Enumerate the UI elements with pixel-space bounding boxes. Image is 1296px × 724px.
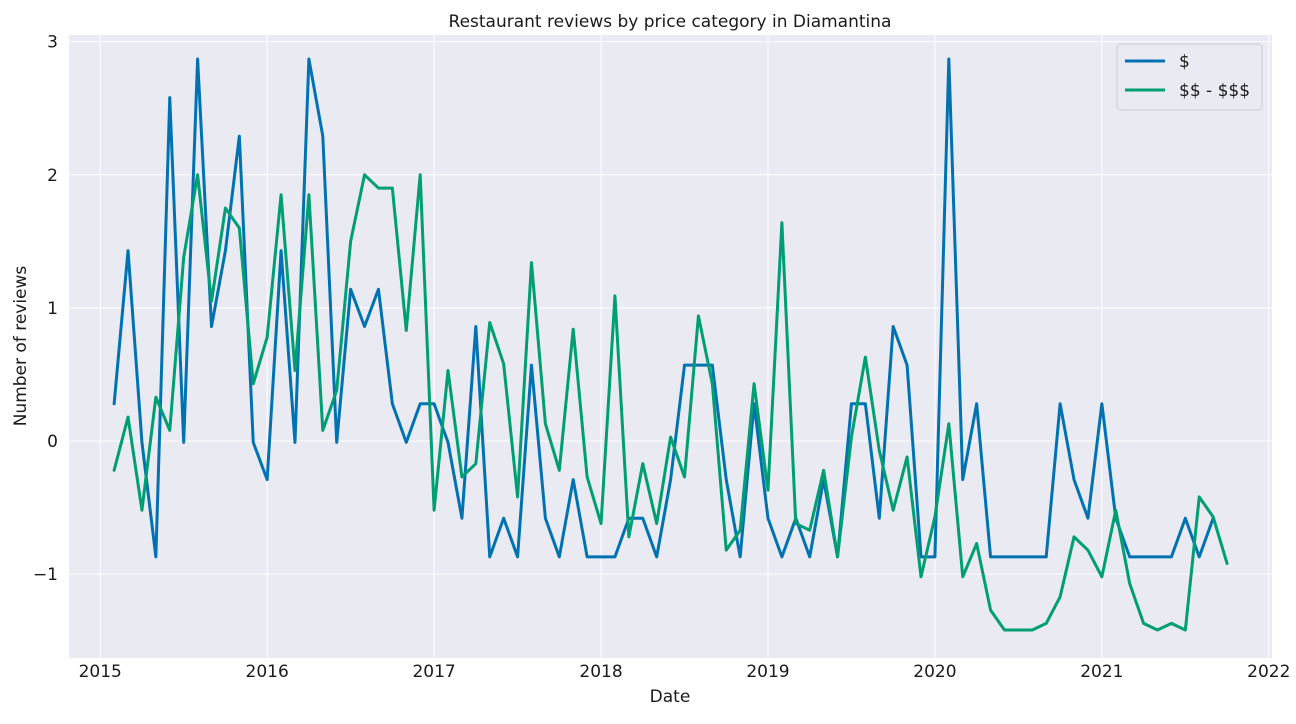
- x-tick-label: 2017: [412, 662, 455, 682]
- legend-label-two-three-dollar: $$ - $$$: [1179, 81, 1250, 101]
- x-tick-label: 2016: [246, 662, 289, 682]
- x-axis-title: Date: [650, 687, 691, 707]
- y-tick-label: 3: [47, 33, 58, 53]
- tick-labels: 2015 2016 2017 2018 2019 2020 2021 2022 −1 0 1 2 3: [33, 33, 1290, 682]
- legend-label-dollar: $: [1179, 52, 1190, 72]
- y-axis-title: Number of reviews: [11, 266, 31, 427]
- x-tick-label: 2020: [913, 662, 956, 682]
- y-tick-label: 1: [47, 299, 58, 319]
- series-line-1: [112, 173, 1229, 632]
- x-tick-label: 2021: [1080, 662, 1123, 682]
- x-tick-label: 2019: [746, 662, 789, 682]
- x-tick-label: 2018: [579, 662, 622, 682]
- series-lines: [112, 57, 1229, 632]
- legend: $ $$ - $$$: [1116, 43, 1263, 111]
- series-line-0: [112, 57, 1215, 559]
- y-tick-label: 0: [47, 432, 58, 452]
- y-tick-label: −1: [33, 565, 58, 585]
- y-tick-label: 2: [47, 166, 58, 186]
- x-tick-label: 2022: [1247, 662, 1290, 682]
- x-tick-label: 2015: [79, 662, 122, 682]
- chart-title: Restaurant reviews by price category in …: [449, 12, 892, 32]
